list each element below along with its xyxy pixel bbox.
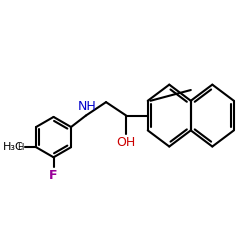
Text: F: F [49,168,58,181]
Text: OH: OH [116,136,136,149]
Text: H₃C: H₃C [3,142,24,152]
Text: H: H [18,143,24,152]
Text: NH: NH [78,100,96,113]
